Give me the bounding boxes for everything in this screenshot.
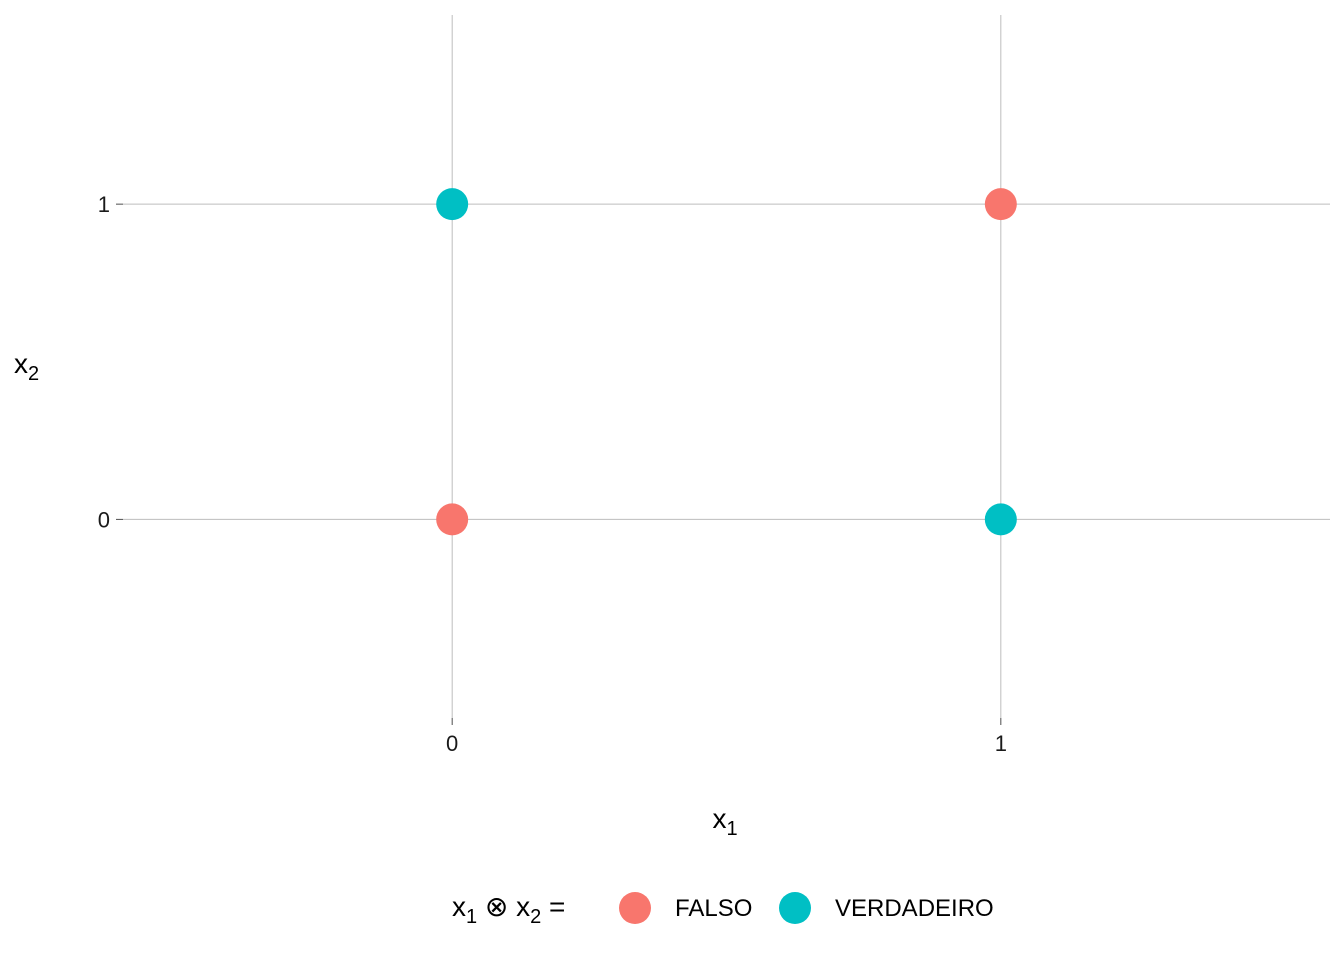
x-tick-label-1: 1 <box>995 731 1007 756</box>
legend-key-falso <box>619 892 651 924</box>
x-tick-label-0: 0 <box>446 731 458 756</box>
axes: 0 1 0 1 x1 x2 <box>14 192 1007 840</box>
point-verdadeiro-1-0 <box>984 503 1017 536</box>
point-falso-0-0 <box>436 503 469 536</box>
x-axis-title: x1 <box>713 803 738 840</box>
data-points <box>436 188 1017 536</box>
legend-key-verdadeiro <box>779 892 811 924</box>
point-falso-1-1 <box>984 188 1017 221</box>
y-tick-label-1: 1 <box>98 192 110 217</box>
y-axis-title: x2 <box>14 348 39 385</box>
point-verdadeiro-0-1 <box>436 188 469 221</box>
legend-title: x1 ⊗ x2 = <box>452 891 565 928</box>
legend-label-verdadeiro: VERDADEIRO <box>835 895 994 922</box>
y-tick-label-0: 0 <box>98 507 110 532</box>
legend-label-falso: FALSO <box>675 895 752 922</box>
legend: x1 ⊗ x2 = FALSO VERDADEIRO <box>452 891 994 928</box>
grid-lines <box>123 15 1330 718</box>
